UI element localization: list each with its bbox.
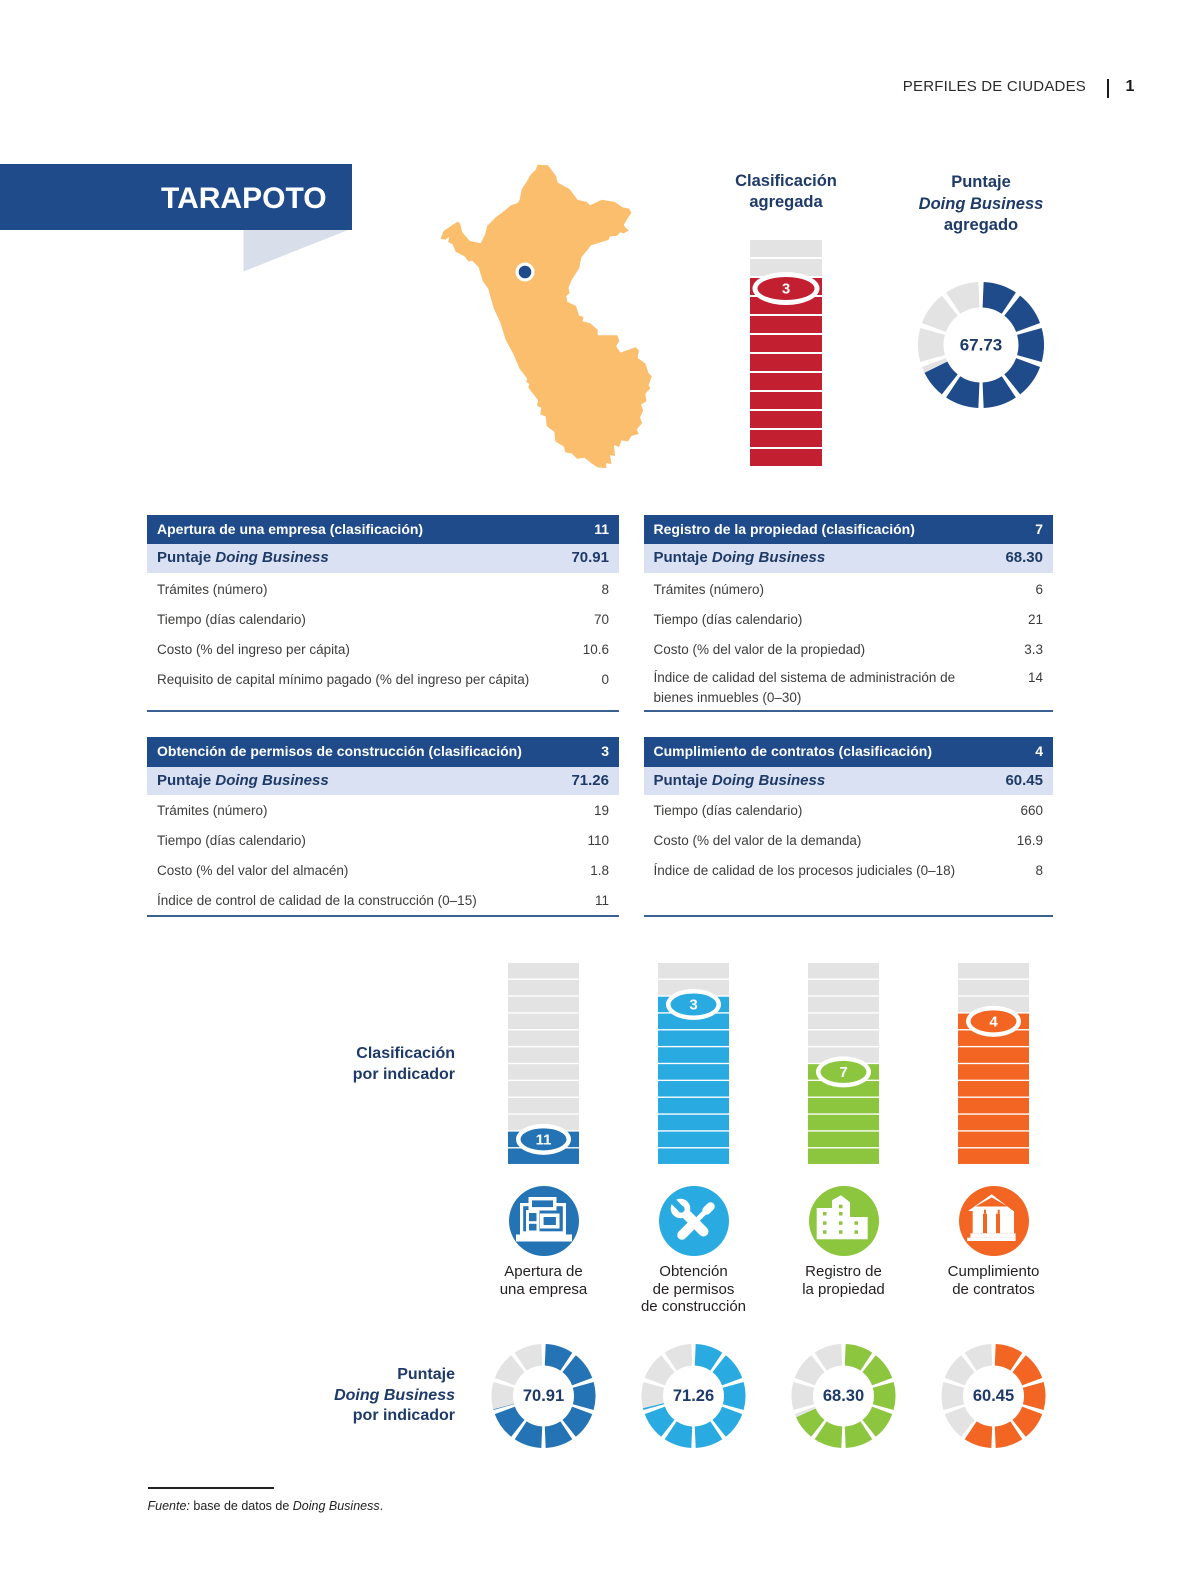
svg-text:3: 3 [782,281,790,298]
svg-text:67.73: 67.73 [960,336,1003,355]
svg-text:11: 11 [536,1131,552,1148]
svg-text:71.26: 71.26 [673,1387,714,1405]
svg-text:60.45: 60.45 [973,1387,1014,1405]
svg-text:70.91: 70.91 [523,1387,564,1405]
svg-text:68.30: 68.30 [823,1387,864,1405]
svg-text:4: 4 [989,1013,998,1030]
svg-text:7: 7 [839,1064,847,1081]
svg-text:3: 3 [689,996,697,1013]
